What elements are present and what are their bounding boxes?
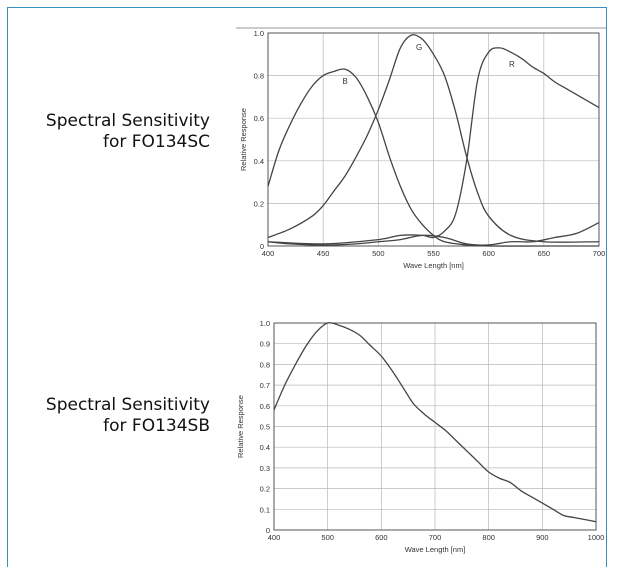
x-tick-label: 400 — [262, 249, 275, 258]
x-tick-label: 650 — [538, 249, 551, 258]
caption-line-1: Spectral Sensitivity — [45, 395, 210, 415]
y-tick-label: 0.4 — [254, 157, 264, 166]
caption-line-1: Spectral Sensitivity — [45, 111, 210, 131]
x-axis-label: Wave Length [nm] — [403, 261, 464, 270]
y-tick-label: 0.3 — [260, 464, 270, 473]
series-line-0 — [273, 322, 597, 523]
x-tick-label: 700 — [429, 533, 442, 542]
y-tick-label: 0.2 — [260, 485, 270, 494]
x-tick-label: 800 — [482, 533, 495, 542]
caption-line-2: for FO134SC — [102, 132, 210, 152]
y-tick-label: 0.5 — [260, 423, 270, 432]
y-tick-label: 0 — [266, 526, 270, 535]
series-label: B — [343, 77, 348, 86]
plot-frame — [273, 322, 597, 531]
x-tick-label: 450 — [317, 249, 330, 258]
caption-line-2: for FO134SB — [103, 416, 210, 436]
plot-frame — [267, 32, 600, 247]
y-tick-label: 0.6 — [260, 402, 270, 411]
x-tick-label: 700 — [593, 249, 606, 258]
x-tick-label: 900 — [536, 533, 549, 542]
y-tick-label: 0.2 — [254, 199, 264, 208]
y-tick-label: 0.7 — [260, 381, 270, 390]
series-line-g — [267, 34, 600, 243]
series-line-r — [267, 47, 600, 245]
series-line-3 — [267, 221, 600, 246]
y-tick-label: 0.1 — [260, 505, 270, 514]
chart-1: 400 450 500 550 600 650 700 0 0.2 0.4 0.6 0.8 1.0 Wav… — [239, 29, 605, 270]
x-tick-label: 600 — [375, 533, 388, 542]
y-tick-label: 0.6 — [254, 114, 264, 123]
x-tick-label: 550 — [427, 249, 440, 258]
x-tick-label: 500 — [372, 249, 385, 258]
caption-fo134sb: Spectral Sensitivity for FO134SB — [46, 395, 210, 437]
series-line-b — [267, 68, 599, 247]
content-frame — [7, 7, 607, 567]
series-label: R — [509, 60, 515, 69]
chart-2: 400 500 600 700 800 900 1000 0 0.1 0.2 0.3 0.4 0.5 0.… — [236, 319, 604, 554]
caption-fo134sc: Spectral Sensitivity for FO134SC — [46, 111, 210, 153]
x-tick-label: 400 — [268, 533, 281, 542]
y-tick-label: 0.9 — [260, 340, 270, 349]
series-label: G — [416, 43, 422, 52]
y-tick-label: 1.0 — [254, 29, 264, 38]
y-tick-label: 0 — [260, 242, 264, 251]
y-axis-label: Relative Response — [239, 108, 248, 171]
x-tick-label: 500 — [321, 533, 334, 542]
y-axis-label: Relative Response — [236, 395, 245, 458]
y-tick-label: 1.0 — [260, 319, 270, 328]
y-tick-label: 0.8 — [260, 360, 270, 369]
x-axis-label: Wave Length [nm] — [405, 545, 466, 554]
x-tick-label: 600 — [482, 249, 495, 258]
y-tick-label: 0.8 — [254, 72, 264, 81]
y-tick-label: 0.4 — [260, 443, 270, 452]
x-tick-label: 1000 — [588, 533, 605, 542]
